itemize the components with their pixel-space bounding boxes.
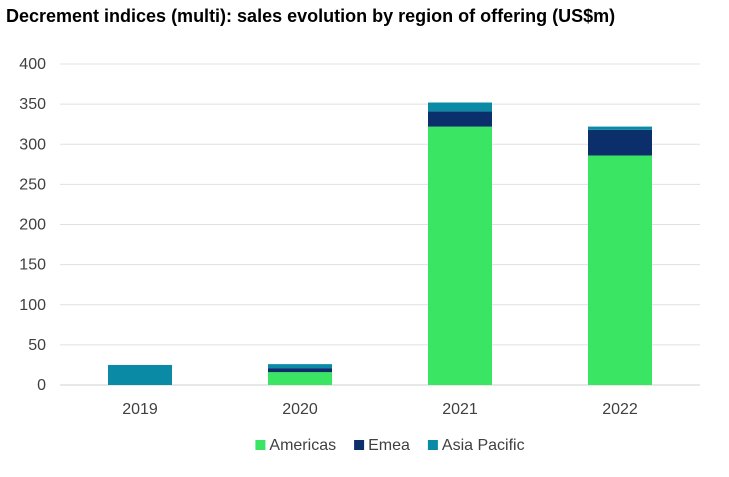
x-tick-label: 2021 — [442, 401, 478, 418]
y-tick-label: 50 — [28, 337, 46, 354]
bar-asia-pacific-2021 — [428, 102, 492, 112]
legend-item-asia-pacific: Asia Pacific — [427, 437, 525, 454]
bars — [108, 102, 652, 385]
legend-item-emea: Emea — [354, 437, 410, 454]
legend-label: Asia Pacific — [442, 437, 525, 454]
x-tick-label: 2022 — [602, 401, 638, 418]
legend-swatch — [427, 440, 438, 450]
legend-label: Emea — [368, 437, 410, 454]
legend: Americas Emea Asia Pacific — [255, 437, 525, 454]
chart-title: Decrement indices (multi): sales evoluti… — [6, 6, 616, 26]
y-tick-label: 400 — [19, 56, 46, 73]
x-tick-label: 2020 — [282, 401, 318, 418]
y-tick-label: 200 — [19, 217, 46, 234]
bar-emea-2021 — [428, 111, 492, 127]
bar-asia-pacific-2022 — [588, 126, 652, 130]
bar-emea-2022 — [588, 129, 652, 156]
y-tick-label: 100 — [19, 297, 46, 314]
bar-americas-2020 — [268, 372, 332, 385]
legend-swatch — [354, 440, 365, 450]
bar-asia-pacific-2019 — [108, 364, 172, 385]
y-tick-label: 0 — [37, 377, 46, 394]
bar-asia-pacific-2020 — [268, 364, 332, 369]
legend-item-americas: Americas — [255, 437, 336, 454]
bar-americas-2022 — [588, 155, 652, 385]
legend-swatch — [255, 440, 266, 450]
legend-label: Americas — [269, 437, 336, 454]
y-tick-label: 300 — [19, 136, 46, 153]
bar-americas-2021 — [428, 126, 492, 385]
y-tick-label: 150 — [19, 257, 46, 274]
x-axis-tick-labels: 2019 2020 2021 2022 — [122, 401, 638, 418]
y-axis-tick-labels: 0 50 100 150 200 250 300 350 400 — [19, 56, 46, 394]
y-tick-label: 250 — [19, 176, 46, 193]
bar-emea-2020 — [268, 368, 332, 373]
y-tick-label: 350 — [19, 96, 46, 113]
x-tick-label: 2019 — [122, 401, 158, 418]
